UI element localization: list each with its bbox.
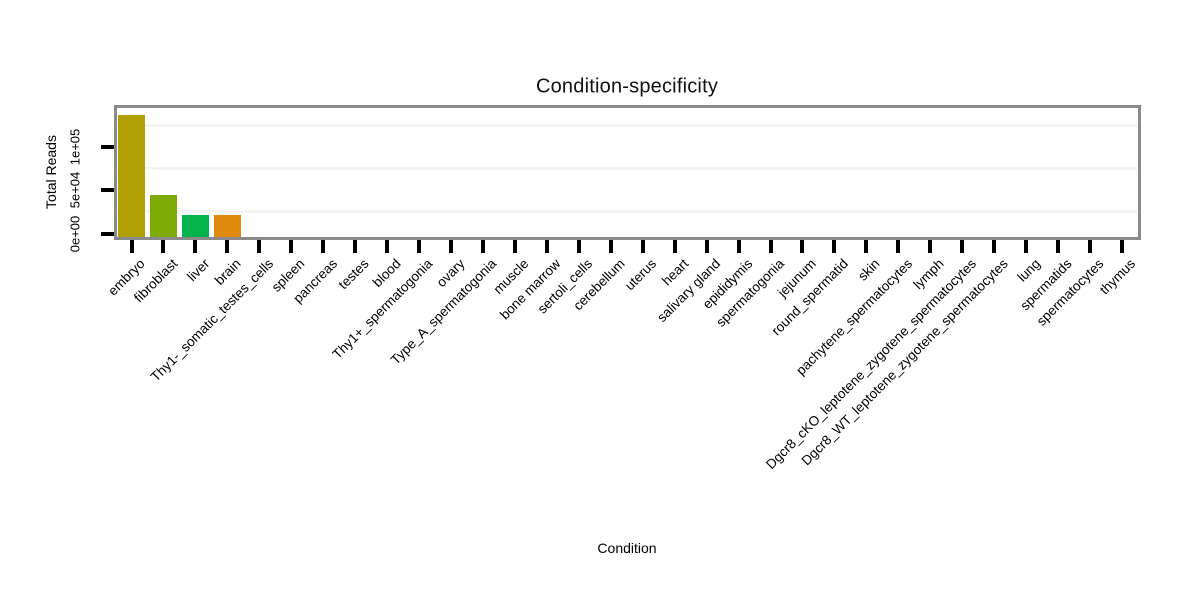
- x-axis-tick: [257, 240, 262, 253]
- y-axis-label-text: 1e+05: [67, 128, 83, 166]
- x-axis-tick: [1119, 240, 1124, 253]
- x-axis-tick: [512, 240, 517, 253]
- x-axis-tick: [385, 240, 390, 253]
- x-axis-tick: [161, 240, 166, 253]
- x-axis-tick: [1024, 240, 1029, 253]
- x-axis-tick: [576, 240, 581, 253]
- x-axis-tick: [417, 240, 422, 253]
- x-axis-label: skin: [855, 256, 883, 284]
- x-axis-tick: [672, 240, 677, 253]
- y-axis-label-text: 0e+00: [67, 215, 83, 252]
- x-axis-tick: [353, 240, 358, 253]
- x-axis-title-text: Condition: [597, 540, 657, 556]
- bar-embryo: [118, 115, 145, 237]
- x-axis-tick: [129, 240, 134, 253]
- y-axis-title-text: Total Reads: [43, 135, 59, 209]
- x-axis-tick: [864, 240, 869, 253]
- x-axis-tick: [928, 240, 933, 253]
- plot-area: [117, 108, 1138, 237]
- minor-gridline: [117, 123, 1138, 127]
- x-axis-label: testes: [335, 256, 372, 293]
- x-axis-tick: [800, 240, 805, 253]
- y-axis-label-text: 5e+04: [67, 171, 83, 209]
- x-axis-tick: [289, 240, 294, 253]
- plot-panel: [114, 105, 1141, 240]
- chart-title-text: Condition-specificity: [535, 75, 719, 98]
- x-axis-tick: [992, 240, 997, 253]
- minor-gridline: [117, 167, 1138, 171]
- x-axis-tick: [321, 240, 326, 253]
- bar-fibroblast: [149, 195, 177, 237]
- y-axis-tick: [101, 145, 114, 149]
- x-axis-tick: [960, 240, 965, 253]
- x-axis-tick: [640, 240, 645, 253]
- y-axis-tick: [101, 231, 114, 236]
- x-axis-tick: [832, 240, 837, 253]
- bar-liver: [181, 215, 209, 237]
- x-axis-label: liver: [183, 256, 213, 285]
- x-axis-tick: [736, 240, 741, 253]
- x-axis-label: Dgcr8_WT_leptotene_zygotene_spermatocyte…: [798, 256, 1011, 469]
- y-axis-tick: [101, 188, 114, 193]
- bar-brain: [213, 215, 241, 237]
- x-axis-tick: [480, 240, 485, 253]
- x-axis-tick: [768, 240, 773, 253]
- minor-gridline: [117, 210, 1138, 214]
- x-axis-tick: [896, 240, 901, 253]
- x-axis-label: thymus: [1097, 256, 1139, 298]
- x-axis-tick: [1056, 240, 1061, 253]
- x-axis-tick: [608, 240, 613, 253]
- x-axis-tick: [1088, 240, 1092, 253]
- x-axis-tick: [225, 240, 230, 253]
- x-axis-label: uterus: [622, 256, 660, 294]
- x-axis-tick: [544, 240, 549, 253]
- x-axis-tick: [704, 240, 709, 253]
- x-axis-tick: [449, 240, 453, 253]
- x-axis-tick: [193, 240, 198, 253]
